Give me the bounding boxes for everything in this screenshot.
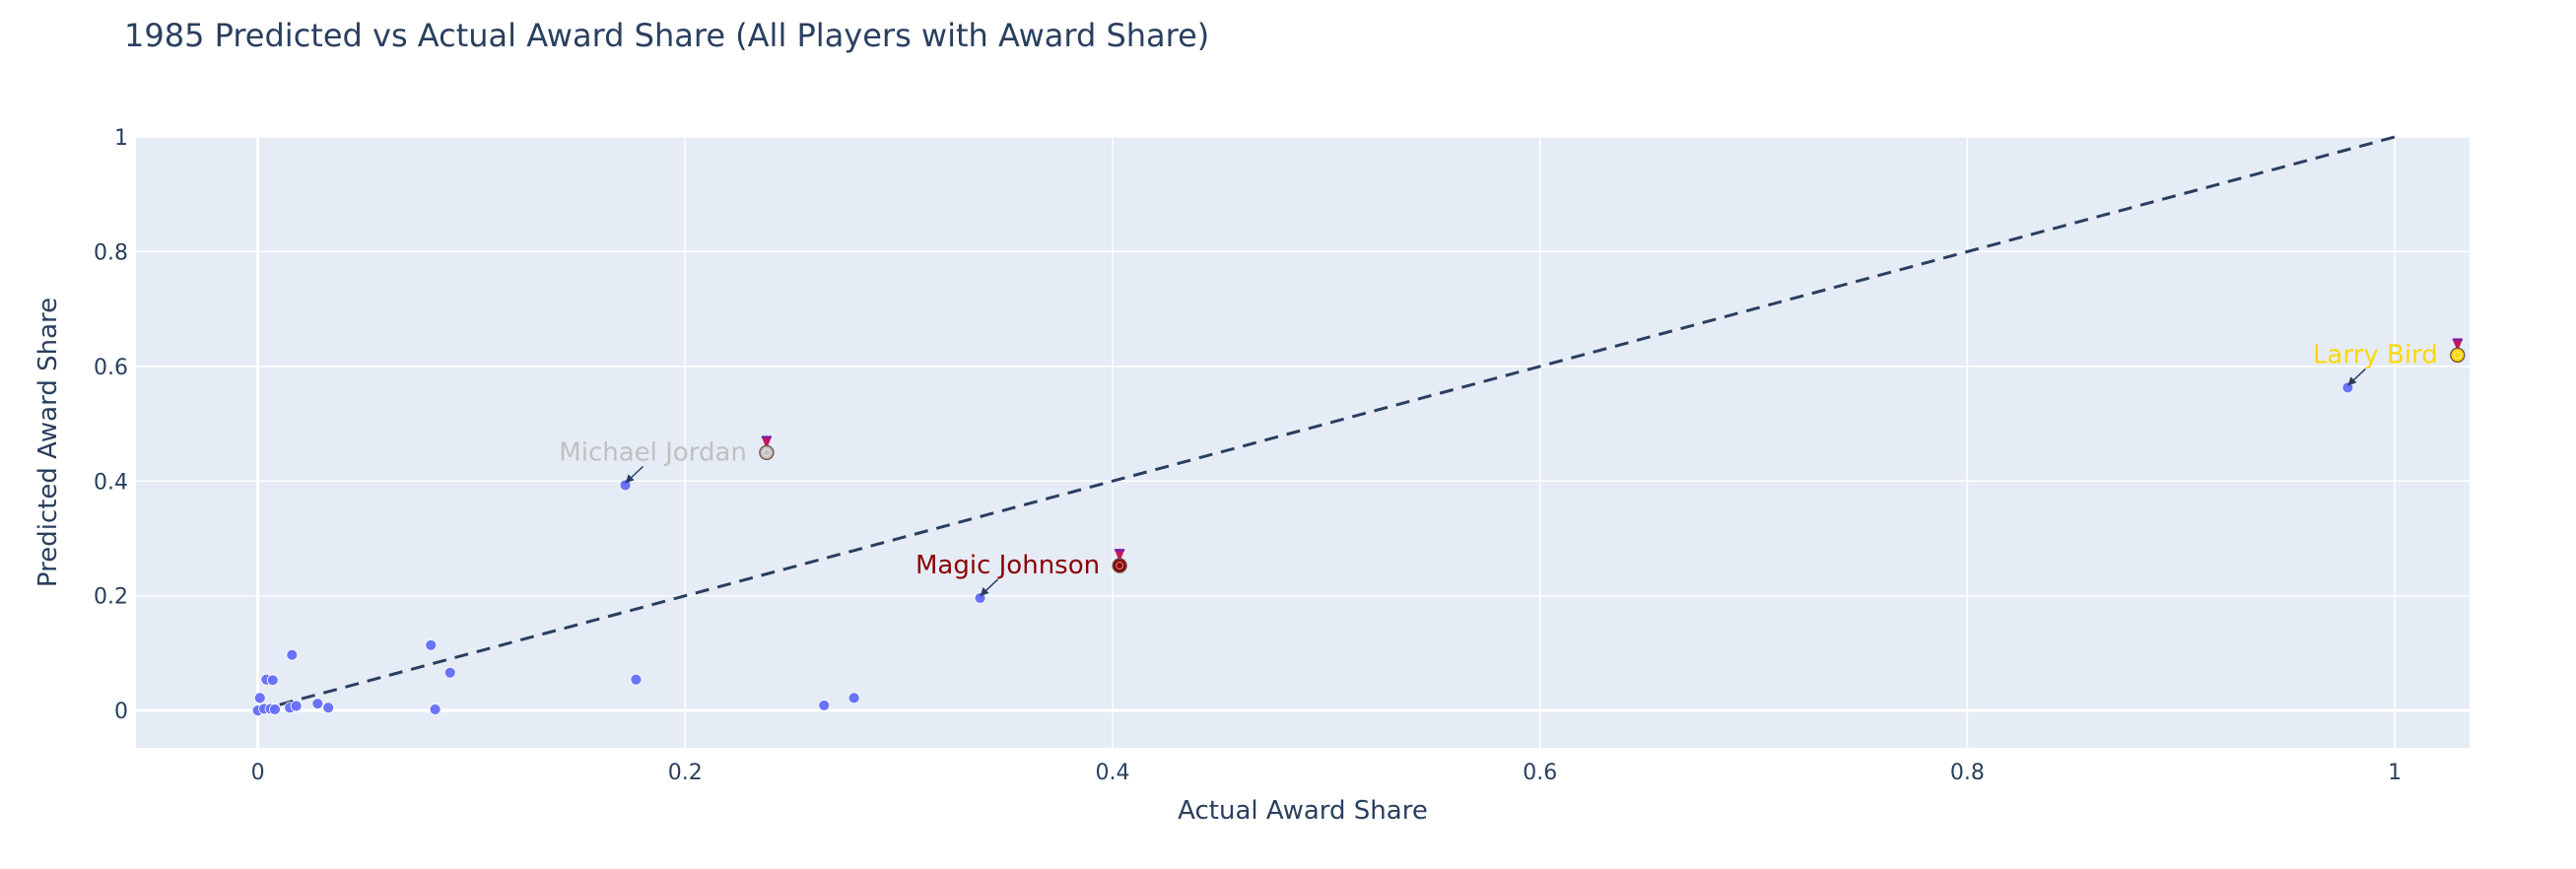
- x-tick-label: 1: [2388, 761, 2402, 785]
- y-tick-label: 0.2: [94, 585, 128, 610]
- data-point: [311, 698, 324, 710]
- x-tick-label: 0: [251, 761, 265, 785]
- annotation-arrowhead: [625, 474, 635, 484]
- data-point: [630, 673, 643, 686]
- data-point: [290, 700, 303, 712]
- data-point: [269, 703, 281, 715]
- annotation-arrowhead: [980, 587, 989, 597]
- x-tick-label: 0.6: [1523, 761, 1557, 785]
- data-point: [286, 648, 299, 661]
- x-axis-title: Actual Award Share: [1178, 796, 1428, 826]
- plot-area: [136, 137, 2470, 748]
- gold-medal-icon: [2450, 338, 2466, 364]
- annotations: Larry Bird Michael Jordan Magic Johnson: [559, 338, 2466, 597]
- x-tick-label: 0.8: [1950, 761, 1985, 785]
- annotation-label: Michael Jordan: [559, 437, 747, 467]
- y-tick-label: 0.4: [94, 470, 128, 495]
- data-point: [443, 666, 456, 679]
- y-tick-label: 0.8: [94, 240, 128, 265]
- y-tick-label: 0.6: [94, 356, 128, 380]
- x-tick-label: 0.2: [668, 761, 703, 785]
- chart-title: 1985 Predicted vs Actual Award Share (Al…: [124, 17, 1209, 54]
- annotation: Magic Johnson: [915, 549, 1127, 597]
- data-point: [2341, 381, 2354, 394]
- annotation-label: Larry Bird: [2313, 340, 2438, 369]
- silver-medal-icon: [759, 435, 775, 461]
- data-point: [253, 692, 266, 704]
- data-point: [429, 703, 441, 715]
- y-tick-label: 0: [114, 700, 128, 724]
- annotation: Michael Jordan: [559, 435, 775, 484]
- data-point: [847, 692, 860, 704]
- scatter-points: [251, 381, 2354, 717]
- grid: [136, 136, 2470, 748]
- reference-line: [257, 135, 2396, 712]
- annotation-arrowhead: [2347, 376, 2357, 386]
- data-point: [619, 479, 632, 492]
- annotation-label: Magic Johnson: [915, 551, 1100, 580]
- x-tick-label: 0.4: [1096, 761, 1130, 785]
- bronze-medal-icon: [1112, 549, 1127, 573]
- y-tick-label: 1: [114, 126, 128, 151]
- data-point: [322, 702, 335, 714]
- data-point: [818, 700, 831, 711]
- annotation: Larry Bird: [2313, 338, 2466, 386]
- data-point: [974, 592, 986, 604]
- data-point: [425, 638, 438, 651]
- y-axis-title: Predicted Award Share: [34, 298, 63, 587]
- data-point: [266, 674, 279, 687]
- axis-ticks: 0 0.2 0.4 0.6 0.8 1 0 0.2 0.4 0.6 0.8 1: [94, 126, 2402, 785]
